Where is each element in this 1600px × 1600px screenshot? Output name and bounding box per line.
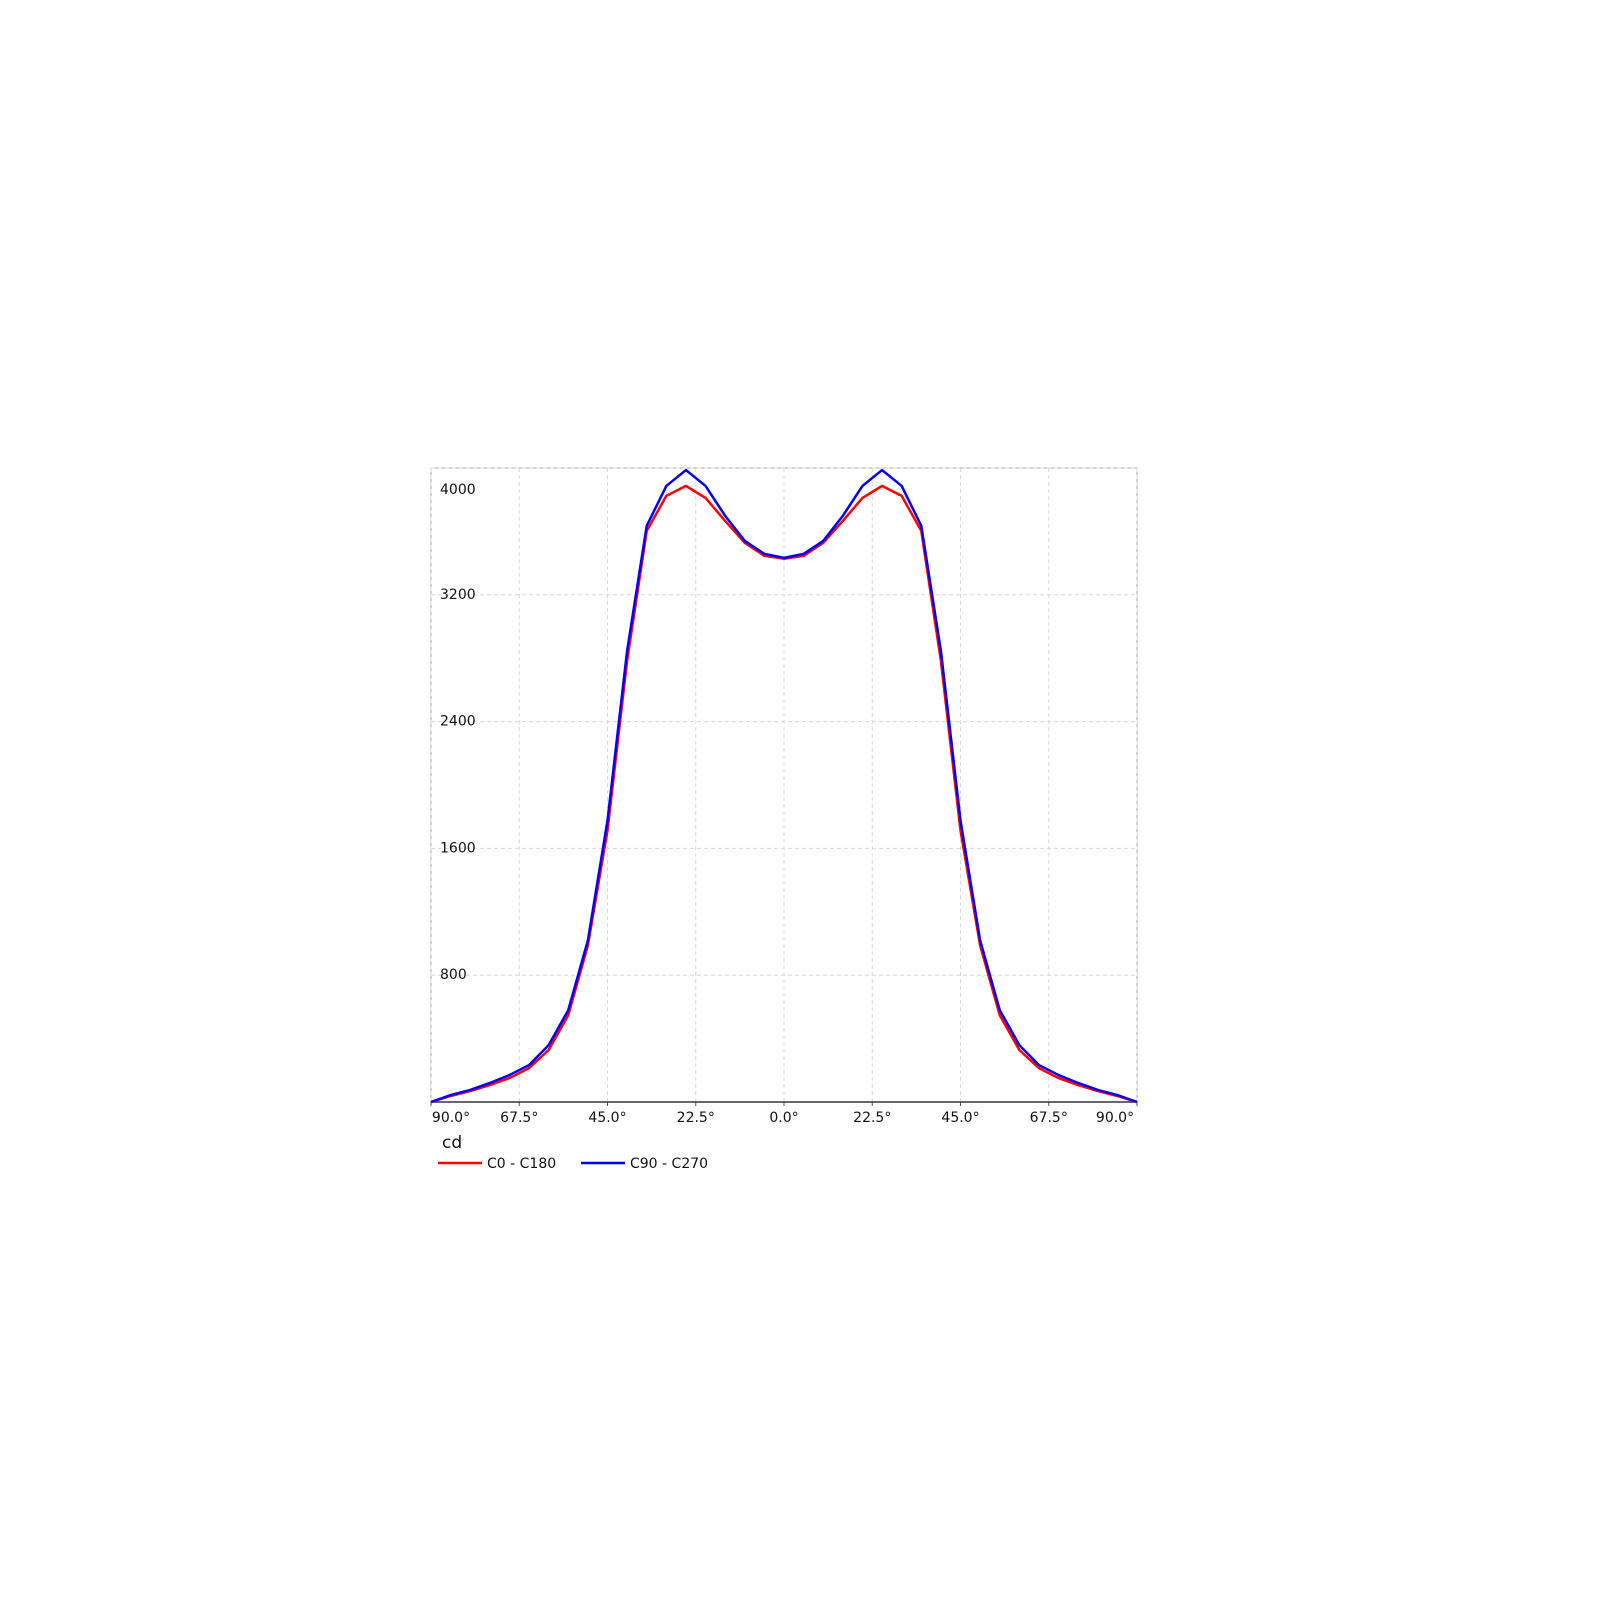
legend-label: C90 - C270 xyxy=(630,1156,708,1172)
legend-label: C0 - C180 xyxy=(487,1156,556,1172)
x-tick-label: 22.5° xyxy=(853,1110,891,1126)
x-tick-label: 22.5° xyxy=(677,1110,715,1126)
x-tick-label: 45.0° xyxy=(941,1110,979,1126)
x-tick-label: 67.5° xyxy=(500,1110,538,1126)
y-axis-unit: cd xyxy=(442,1133,462,1153)
y-tick-label: 2400 xyxy=(440,714,476,730)
y-tick-label: 800 xyxy=(440,967,467,983)
x-tick-label: 90.0° xyxy=(432,1110,470,1126)
x-tick-label: 45.0° xyxy=(588,1110,626,1126)
y-tick-label: 1600 xyxy=(440,840,476,856)
x-tick-label: 0.0° xyxy=(769,1110,798,1126)
y-tick-label: 4000 xyxy=(440,482,476,498)
data-line xyxy=(430,468,1138,1104)
x-tick-label: 67.5° xyxy=(1030,1110,1068,1126)
y-tick-label: 3200 xyxy=(440,587,476,603)
x-tick-label: 90.0° xyxy=(1096,1110,1134,1126)
